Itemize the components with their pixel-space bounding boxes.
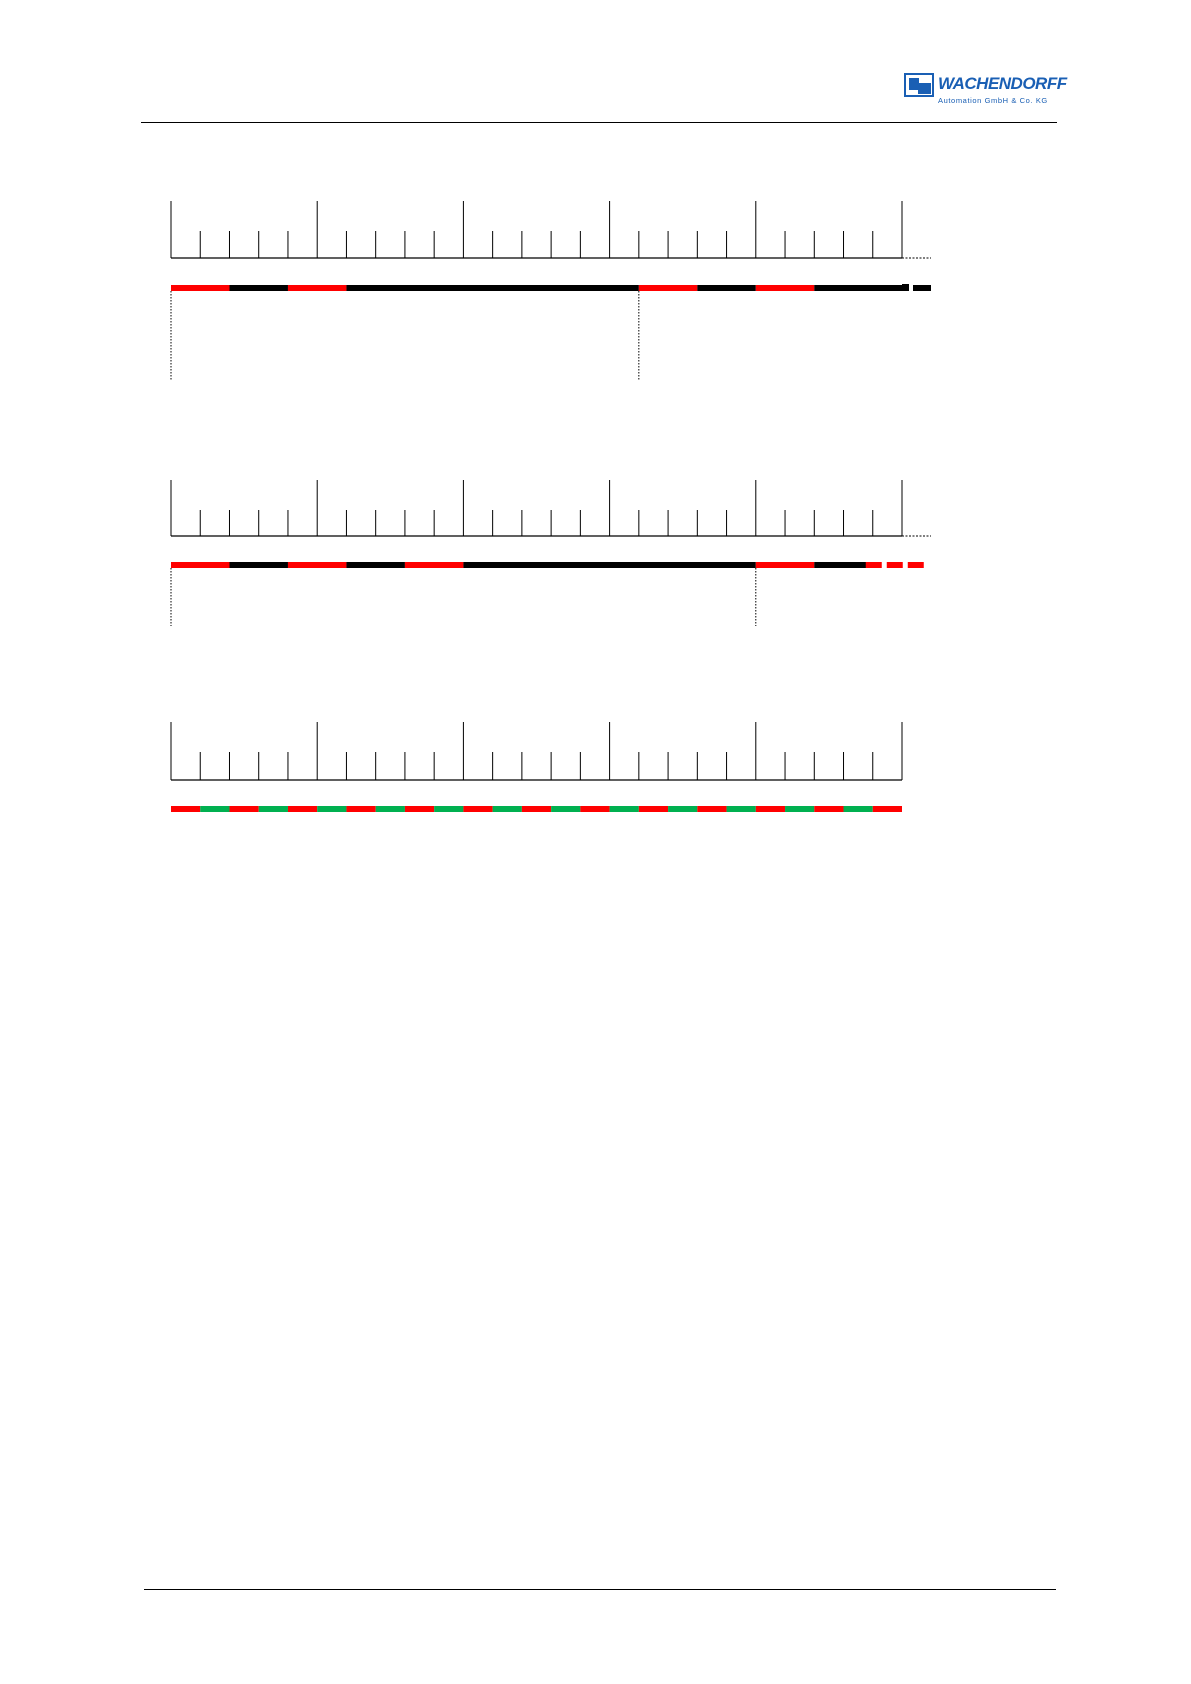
bar-segment-green bbox=[200, 806, 230, 812]
bar-segment-red bbox=[404, 562, 464, 568]
bar-segment-red bbox=[171, 285, 230, 291]
bar-segment-red bbox=[580, 806, 610, 812]
bar-continuation-dash bbox=[865, 562, 882, 568]
bar-segment-red bbox=[521, 806, 552, 812]
bar-segment-black bbox=[697, 285, 756, 291]
company-logo: WACHENDORFF Automation GmbH & Co. KG bbox=[904, 73, 1067, 109]
bar-segment-black bbox=[463, 562, 756, 568]
footer-rule bbox=[144, 1589, 1056, 1590]
bar-segment-green bbox=[434, 806, 464, 812]
bar-segment-red bbox=[638, 285, 698, 291]
bar-segment-red bbox=[229, 806, 259, 812]
bar-continuation-dash bbox=[907, 562, 924, 568]
bar-continuation-dash bbox=[886, 562, 903, 568]
bar-segment-green bbox=[843, 806, 873, 812]
bar-segment-red bbox=[638, 806, 669, 812]
bar-segment-red bbox=[171, 562, 230, 568]
bar-continuation-dash bbox=[902, 284, 909, 291]
bar-segment-black bbox=[814, 562, 873, 568]
logo-name: WACHENDORFF bbox=[938, 74, 1067, 93]
bar-segment-red bbox=[171, 806, 201, 812]
logo-subtitle: Automation GmbH & Co. KG bbox=[938, 96, 1048, 105]
bar-segment-green bbox=[785, 806, 815, 812]
bar-segment-green bbox=[609, 806, 639, 812]
bar-segment-red bbox=[755, 562, 815, 568]
bar-segment-red bbox=[872, 806, 902, 812]
bar-segment-green bbox=[375, 806, 405, 812]
bar-segment-black bbox=[346, 285, 639, 291]
logo-mark-icon bbox=[904, 73, 934, 97]
bar-segment-red bbox=[814, 806, 844, 812]
bar-segment-red bbox=[697, 806, 727, 812]
bar-segment-red bbox=[287, 285, 347, 291]
bar-continuation-dash bbox=[913, 285, 931, 291]
bar-segment-black bbox=[346, 562, 405, 568]
bar-segment-green bbox=[551, 806, 581, 812]
bar-segment-black bbox=[229, 285, 288, 291]
header-rule bbox=[141, 122, 1057, 123]
bar-segment-black bbox=[814, 285, 902, 291]
bar-segment-red bbox=[755, 806, 786, 812]
bar-segment-red bbox=[346, 806, 376, 812]
bar-segment-red bbox=[287, 806, 318, 812]
bar-segment-green bbox=[317, 806, 347, 812]
bar-segment-red bbox=[404, 806, 435, 812]
bar-segment-red bbox=[287, 562, 347, 568]
bar-segment-green bbox=[258, 806, 288, 812]
bar-segment-green bbox=[668, 806, 698, 812]
bar-segment-red bbox=[755, 285, 815, 291]
bar-segment-black bbox=[229, 562, 288, 568]
bar-segment-red bbox=[463, 806, 493, 812]
bar-segment-green bbox=[726, 806, 756, 812]
bar-segment-green bbox=[492, 806, 522, 812]
